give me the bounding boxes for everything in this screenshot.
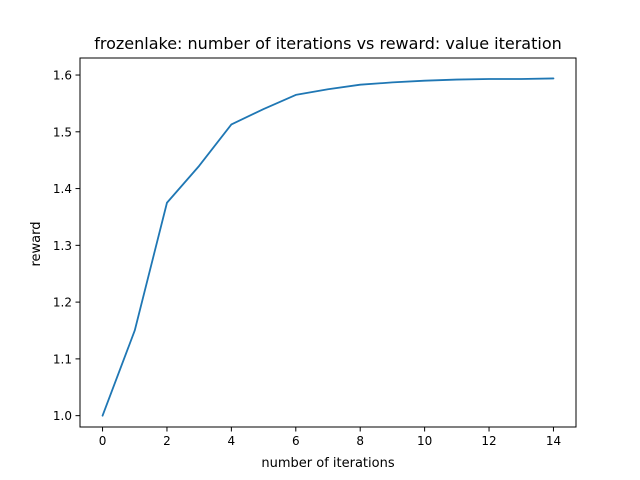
y-tick-label: 1.5	[53, 125, 72, 139]
x-tick-label: 6	[292, 434, 300, 448]
chart-title: frozenlake: number of iterations vs rewa…	[94, 34, 562, 53]
x-tick-label: 14	[546, 434, 561, 448]
y-tick-label: 1.1	[53, 352, 72, 366]
x-tick-label: 10	[417, 434, 432, 448]
axes-frame	[79, 57, 577, 428]
plot-area: 0 2 4 6 8 10 12 14 1.0 1.1 1.2 1.3 1.4 1.5 1.6	[53, 57, 577, 448]
y-tick-label: 1.3	[53, 239, 72, 253]
series-line-0	[101, 77, 555, 417]
y-tick-label: 1.6	[53, 69, 72, 83]
x-tick-label: 2	[163, 434, 171, 448]
y-tick-label: 1.4	[53, 182, 72, 196]
y-tick-label: 1.2	[53, 296, 72, 310]
x-tick-label: 8	[356, 434, 364, 448]
x-tick-label: 12	[481, 434, 496, 448]
y-tick-label: 1.0	[53, 409, 72, 423]
x-tick-label: 4	[228, 434, 236, 448]
x-tick-label: 0	[99, 434, 107, 448]
x-axis-label: number of iterations	[261, 456, 394, 471]
y-axis-label: reward	[29, 221, 44, 266]
